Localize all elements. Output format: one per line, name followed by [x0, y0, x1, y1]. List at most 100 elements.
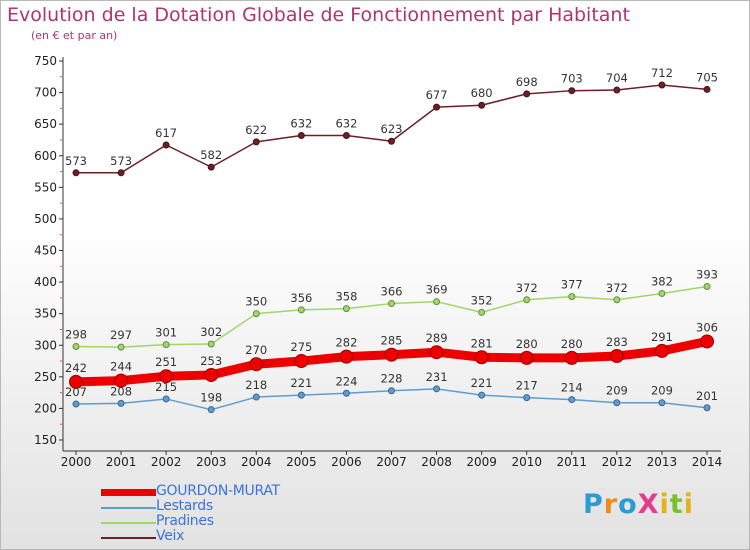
data-label-gourdon-murat: 270 [245, 343, 267, 357]
y-tick-label: 150 [34, 433, 57, 447]
data-label-pradines: 302 [200, 325, 222, 339]
data-label-lestards: 221 [471, 376, 493, 390]
data-label-lestards: 217 [516, 379, 538, 393]
logo-letter: i [659, 489, 670, 520]
data-label-lestards: 214 [561, 381, 583, 395]
data-point-gourdon-murat [609, 348, 624, 363]
legend-label: Pradines [156, 513, 214, 529]
data-point-veix [658, 81, 666, 89]
data-point-pradines [703, 283, 711, 291]
data-label-gourdon-murat: 280 [516, 337, 538, 351]
x-tick-label: 2002 [151, 455, 182, 469]
data-label-pradines: 298 [65, 328, 87, 342]
data-point-pradines [613, 296, 621, 304]
data-label-gourdon-murat: 244 [110, 360, 132, 374]
logo-letter: i [683, 489, 694, 520]
data-point-lestards [162, 395, 170, 403]
data-point-lestards [433, 385, 441, 393]
data-point-veix [523, 90, 531, 98]
data-label-pradines: 393 [696, 268, 718, 282]
data-label-veix: 582 [200, 148, 222, 162]
data-label-pradines: 372 [516, 281, 538, 295]
data-point-pradines [207, 340, 215, 348]
data-label-veix: 632 [335, 117, 357, 131]
data-point-veix [433, 103, 441, 111]
data-label-pradines: 350 [245, 295, 267, 309]
data-point-lestards [613, 399, 621, 407]
x-tick-label: 2003 [196, 455, 227, 469]
x-tick-label: 2004 [241, 455, 272, 469]
legend-swatch [101, 489, 156, 496]
data-label-veix: 705 [696, 70, 718, 84]
data-label-gourdon-murat: 242 [65, 361, 87, 375]
y-tick-label: 450 [34, 244, 57, 258]
legend-swatch [101, 537, 156, 539]
y-tick-label: 600 [34, 149, 57, 163]
data-label-lestards: 201 [696, 389, 718, 403]
y-tick-label: 750 [34, 54, 57, 68]
data-point-veix [568, 87, 576, 95]
data-label-gourdon-murat: 251 [155, 355, 177, 369]
data-point-gourdon-murat [519, 350, 534, 365]
data-label-pradines: 372 [606, 281, 628, 295]
data-label-lestards: 228 [381, 372, 403, 386]
data-point-pradines [297, 306, 305, 314]
data-point-veix [72, 169, 80, 177]
data-label-lestards: 231 [426, 370, 448, 384]
data-point-gourdon-murat [654, 343, 669, 358]
data-label-gourdon-murat: 253 [200, 354, 222, 368]
data-label-gourdon-murat: 283 [606, 335, 628, 349]
data-point-gourdon-murat [294, 354, 309, 369]
x-tick-label: 2010 [511, 455, 542, 469]
data-point-lestards [117, 399, 125, 407]
legend-label: Veix [156, 528, 185, 544]
data-point-pradines [568, 293, 576, 301]
data-point-lestards [523, 394, 531, 402]
data-point-gourdon-murat [69, 374, 83, 389]
data-point-gourdon-murat [159, 369, 174, 384]
data-point-pradines [117, 343, 125, 351]
x-tick-label: 2001 [106, 455, 137, 469]
data-point-pradines [72, 343, 80, 351]
data-label-veix: 712 [651, 66, 673, 80]
y-tick-label: 700 [34, 86, 57, 100]
chart-subtitle: (en € et par an) [31, 29, 118, 42]
data-point-veix [388, 137, 395, 145]
data-point-pradines [478, 308, 486, 316]
legend-label: Lestards [156, 498, 213, 514]
y-tick-label: 300 [34, 338, 57, 352]
data-label-gourdon-murat: 291 [651, 330, 673, 344]
y-tick-label: 550 [34, 180, 57, 194]
data-point-lestards [478, 391, 486, 399]
data-point-pradines [162, 341, 170, 349]
data-point-gourdon-murat [700, 334, 714, 349]
data-label-gourdon-murat: 280 [561, 337, 583, 351]
data-label-lestards: 208 [110, 384, 132, 398]
data-label-pradines: 356 [290, 291, 312, 305]
x-tick-label: 2011 [557, 455, 588, 469]
data-label-lestards: 224 [335, 374, 357, 388]
data-label-lestards: 209 [606, 384, 628, 398]
data-label-veix: 617 [155, 126, 177, 140]
logo-letter: o [618, 489, 638, 520]
data-label-lestards: 221 [290, 376, 312, 390]
data-point-gourdon-murat [249, 357, 264, 372]
x-tick-label: 2009 [466, 455, 497, 469]
x-tick-label: 2013 [647, 455, 678, 469]
x-tick-label: 2012 [602, 455, 633, 469]
data-label-pradines: 301 [155, 326, 177, 340]
chart-title: Evolution de la Dotation Globale de Fonc… [7, 4, 630, 26]
data-point-gourdon-murat [429, 345, 444, 360]
data-point-lestards [252, 393, 260, 401]
data-label-veix: 632 [290, 117, 312, 131]
data-point-gourdon-murat [564, 350, 579, 365]
data-label-gourdon-murat: 289 [426, 331, 448, 345]
data-label-veix: 622 [245, 123, 267, 137]
data-label-pradines: 369 [426, 283, 448, 297]
logo-letter: X [637, 489, 660, 520]
data-point-lestards [342, 389, 350, 397]
data-point-gourdon-murat [204, 367, 219, 382]
data-point-veix [207, 163, 215, 171]
x-tick-label: 2000 [61, 455, 92, 469]
